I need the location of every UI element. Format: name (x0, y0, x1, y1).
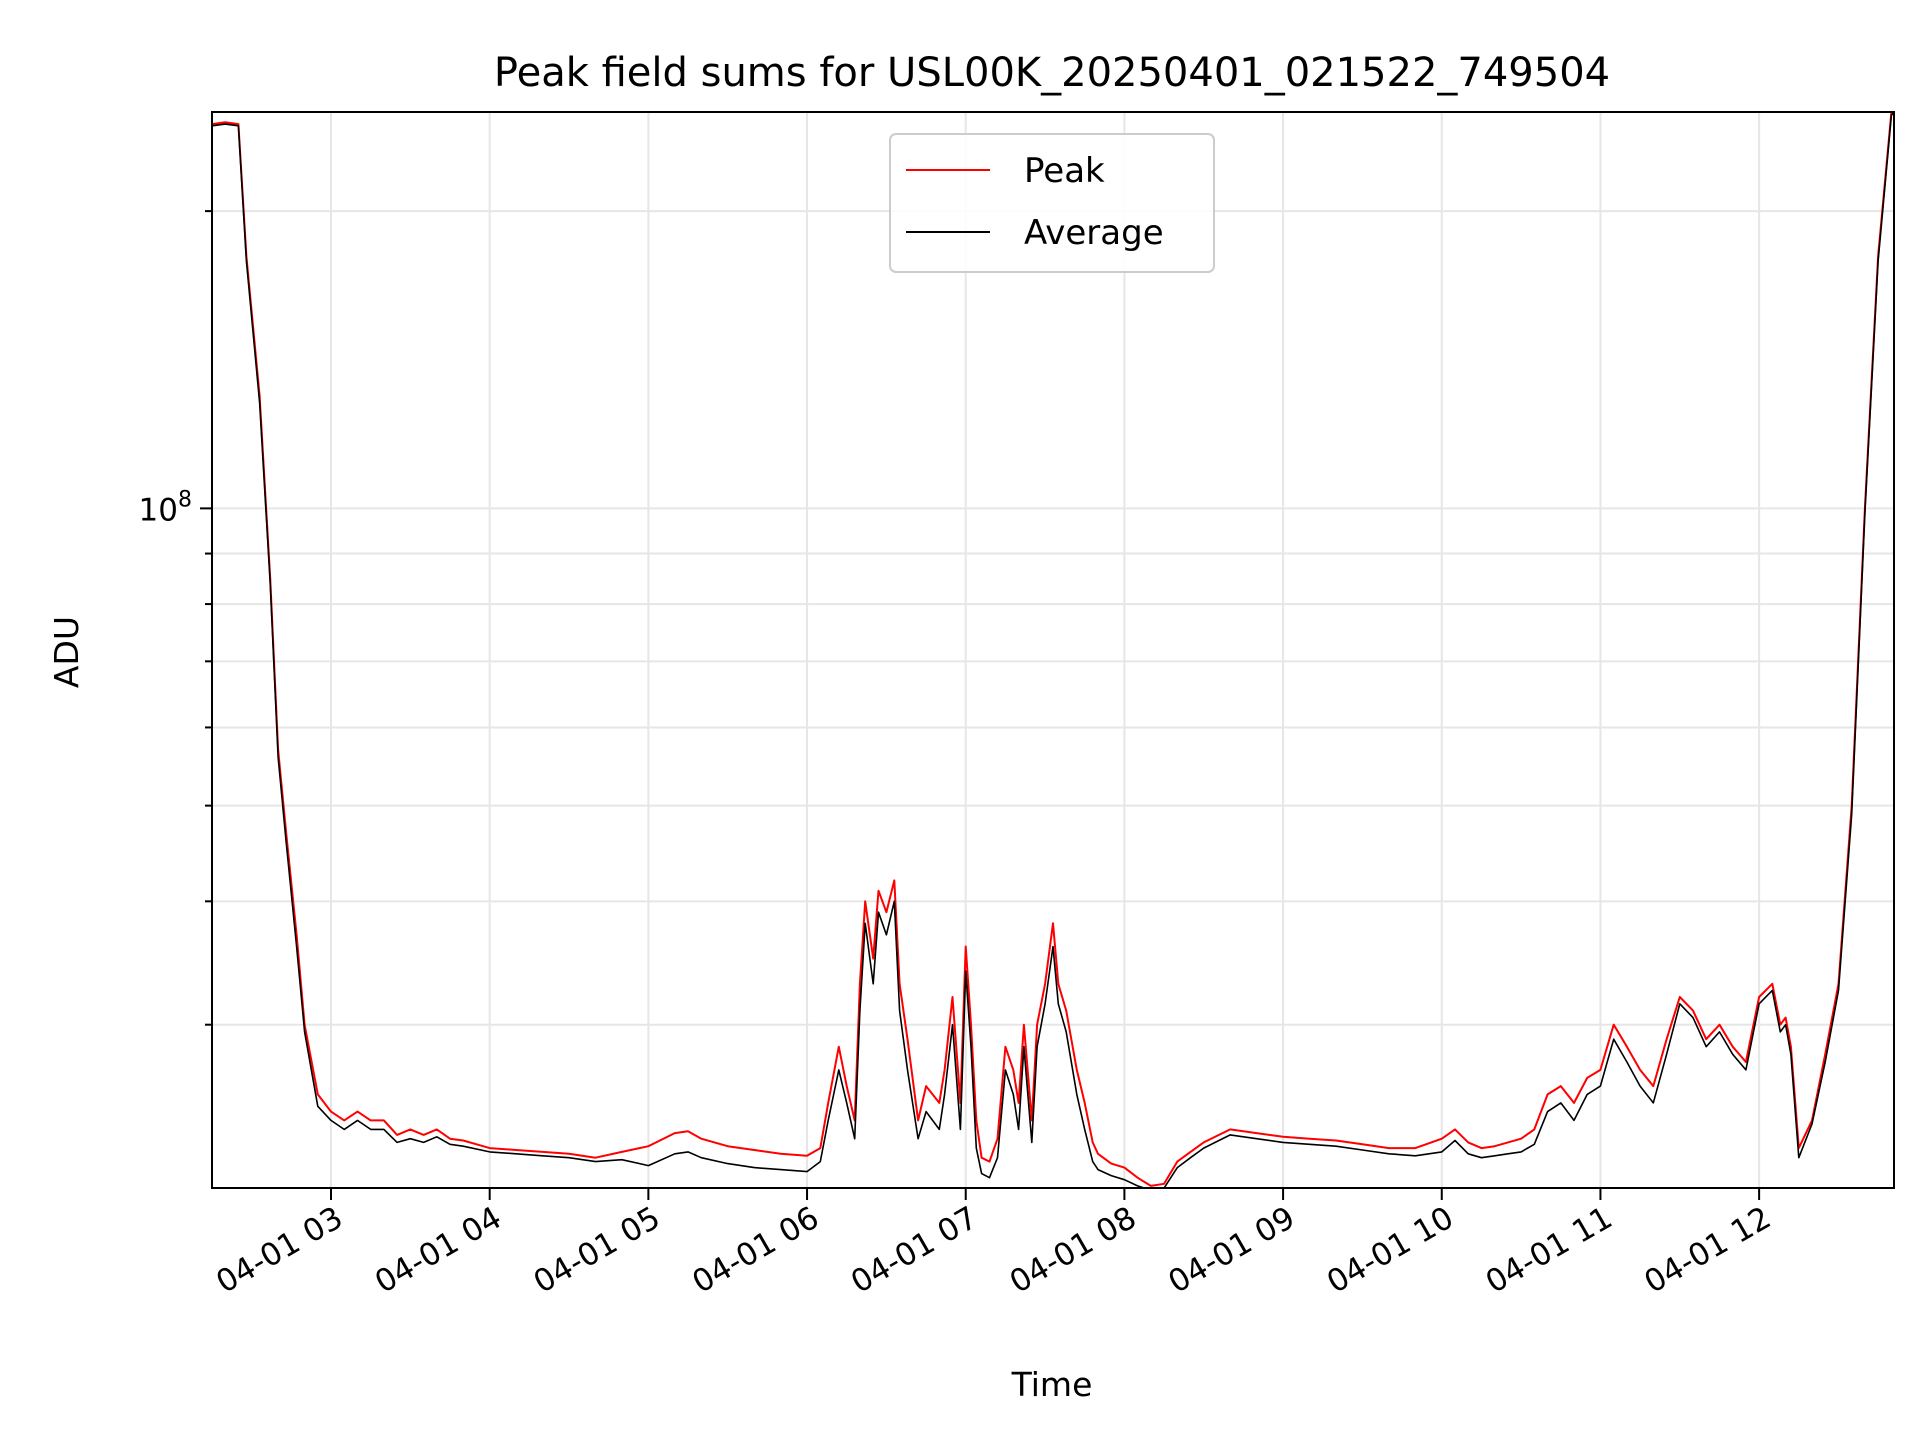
y-axis-label: ADU (47, 616, 86, 688)
legend-label-peak: Peak (1024, 151, 1105, 191)
axes-frame (211, 111, 1895, 1189)
series-layer (212, 112, 1894, 1188)
y-axis: 108 (139, 210, 212, 1026)
series-line-average (212, 112, 1894, 1188)
legend: Peak Average (889, 133, 1215, 273)
y-tick-label: 108 (139, 487, 192, 528)
x-axis-label: Time (1011, 1365, 1093, 1404)
legend-label-average: Average (1024, 213, 1164, 253)
legend-box (889, 133, 1215, 273)
chart-title: Peak field sums for USL00K_20250401_0215… (494, 50, 1610, 96)
series-line-peak (212, 112, 1894, 1187)
